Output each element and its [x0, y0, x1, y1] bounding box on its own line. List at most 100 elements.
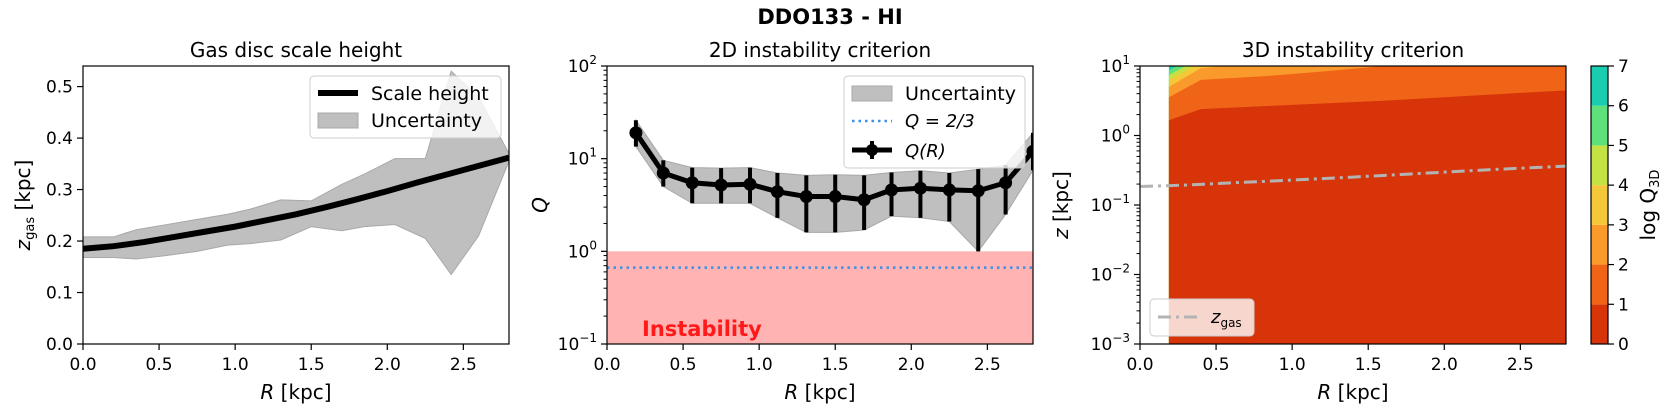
colorbar-segment-0 — [1591, 304, 1608, 344]
x-tick-label: 0.5 — [1203, 355, 1230, 375]
x-tick-label: 1.5 — [298, 355, 325, 375]
panel1-y-ticks: 0.0 0.1 0.2 0.3 0.4 0.5 — [46, 78, 83, 355]
colorbar-tick-label: 2 — [1618, 256, 1629, 276]
legend-label-q-uncertainty: Uncertainty — [905, 83, 1016, 105]
y-tick-label: 101 — [1101, 53, 1130, 77]
colorbar-segment-2 — [1591, 224, 1608, 265]
x-tick-label: 0.5 — [670, 355, 697, 375]
panel-scale-height: Gas disc scale height 0.0 0.5 1.0 1.5 2.0 2.5… — [11, 38, 510, 404]
q-point — [799, 190, 813, 204]
colorbar-ticks: 0 1 2 3 4 5 6 7 — [1608, 57, 1629, 355]
y-tick-label: 0.0 — [46, 335, 73, 355]
legend-label-scale-height: Scale height — [371, 83, 489, 105]
panel2-ylabel: Q — [528, 197, 552, 213]
colorbar-frame — [1590, 65, 1609, 345]
y-tick-label: 100 — [568, 238, 597, 262]
panel1-frame — [82, 65, 510, 345]
panel3-x-ticks: 0.0 0.5 1.0 1.5 2.0 2.5 — [1126, 344, 1534, 375]
x-tick-label: 1.5 — [822, 355, 849, 375]
q-points — [629, 126, 1033, 207]
panel3-data — [1140, 66, 1566, 344]
x-tick-label: 2.0 — [898, 355, 925, 375]
panel2-x-ticks: 0.0 0.5 1.0 1.5 2.0 2.5 — [593, 344, 1001, 375]
x-tick-label: 0.0 — [69, 355, 96, 375]
x-tick-label: 1.0 — [746, 355, 773, 375]
colorbar — [1591, 66, 1608, 344]
q-point — [743, 177, 757, 191]
colorbar-segment-3 — [1591, 185, 1608, 225]
x-tick-label: 1.5 — [1355, 355, 1382, 375]
x-tick-label: 0.0 — [593, 355, 620, 375]
panel2-y-ticks: 10−1 100 101 102 — [558, 53, 607, 355]
colorbar-tick-label: 7 — [1618, 57, 1629, 77]
figure-suptitle: DDO133 - HI — [757, 5, 902, 29]
zgas-line — [1140, 164, 1566, 188]
q-point — [885, 183, 899, 197]
legend-swatch-uncertainty — [317, 112, 359, 129]
panel3-xlabel: R [kpc] — [1317, 380, 1388, 404]
panel2-data — [607, 118, 1033, 344]
colorbar-segment-1 — [1591, 264, 1608, 305]
q-point — [971, 184, 985, 198]
legend-swatch-q-uncertainty — [851, 85, 893, 102]
y-tick-label: 10−1 — [1091, 192, 1130, 216]
colorbar-label: log Q3D — [1636, 170, 1661, 241]
q-point — [714, 178, 728, 192]
y-tick-label: 102 — [568, 53, 597, 77]
x-tick-label: 2.5 — [974, 355, 1001, 375]
q-point — [942, 183, 956, 197]
legend-label-q-line: Q(R) — [905, 141, 946, 162]
colorbar-segment-5 — [1591, 105, 1608, 146]
panel1-ylabel: zgas [kpc] — [11, 160, 38, 252]
q-point — [828, 190, 842, 204]
panel1-legend: Scale height Uncertainty — [309, 75, 502, 139]
q-point — [685, 176, 699, 190]
y-tick-label: 10−3 — [1091, 331, 1130, 355]
y-tick-label: 101 — [568, 146, 597, 170]
x-tick-label: 2.5 — [1507, 355, 1534, 375]
x-tick-label: 2.5 — [450, 355, 477, 375]
y-tick-label: 10−2 — [1091, 262, 1130, 286]
colorbar-tick-label: 5 — [1618, 136, 1629, 156]
scale-height-uncertainty-band — [83, 70, 509, 276]
instability-label: Instability — [642, 317, 762, 341]
q-point — [999, 176, 1013, 190]
q-point — [1026, 144, 1033, 158]
q-point — [770, 185, 784, 199]
x-tick-label: 2.0 — [374, 355, 401, 375]
panel2-title: 2D instability criterion — [709, 38, 931, 62]
y-tick-label: 0.5 — [46, 78, 73, 98]
colorbar-segment-4 — [1591, 145, 1608, 186]
x-tick-label: 1.0 — [222, 355, 249, 375]
q-point — [913, 181, 927, 195]
legend-label-uncertainty: Uncertainty — [371, 110, 482, 132]
scale-height-line — [83, 154, 509, 252]
panel1-title: Gas disc scale height — [190, 38, 402, 62]
panel3-y-ticks: 10−3 10−2 10−1 100 101 — [1091, 53, 1140, 355]
panel2-xlabel: R [kpc] — [784, 380, 855, 404]
y-tick-label: 0.2 — [46, 232, 73, 252]
panel3-legend: zgas — [1149, 298, 1255, 337]
q-point — [629, 126, 643, 140]
instability-region — [607, 251, 1033, 344]
q3d-band-level-0 — [1168, 90, 1566, 344]
y-tick-label: 0.3 — [46, 181, 73, 201]
colorbar-tick-label: 6 — [1618, 97, 1629, 117]
q3d-contour-bands — [1168, 66, 1566, 344]
colorbar-tick-label: 4 — [1618, 176, 1629, 196]
panel3-title: 3D instability criterion — [1242, 38, 1464, 62]
colorbar-tick-label: 1 — [1618, 295, 1629, 315]
colorbar-segment-6 — [1591, 66, 1608, 106]
panel3-legend-frame — [1149, 298, 1255, 337]
q-point — [656, 166, 670, 180]
y-tick-label: 0.1 — [46, 284, 73, 304]
x-tick-label: 1.0 — [1279, 355, 1306, 375]
colorbar-tick-label: 0 — [1618, 335, 1629, 355]
x-tick-label: 0.0 — [1126, 355, 1153, 375]
panel-2d-instability: 2D instability criterion Instability 0.0… — [528, 38, 1034, 404]
colorbar-tick-label: 3 — [1618, 216, 1629, 236]
panel1-xlabel: R [kpc] — [260, 380, 331, 404]
panel1-x-ticks: 0.0 0.5 1.0 1.5 2.0 2.5 — [69, 344, 477, 375]
legend-swatch-q-marker — [866, 144, 878, 156]
